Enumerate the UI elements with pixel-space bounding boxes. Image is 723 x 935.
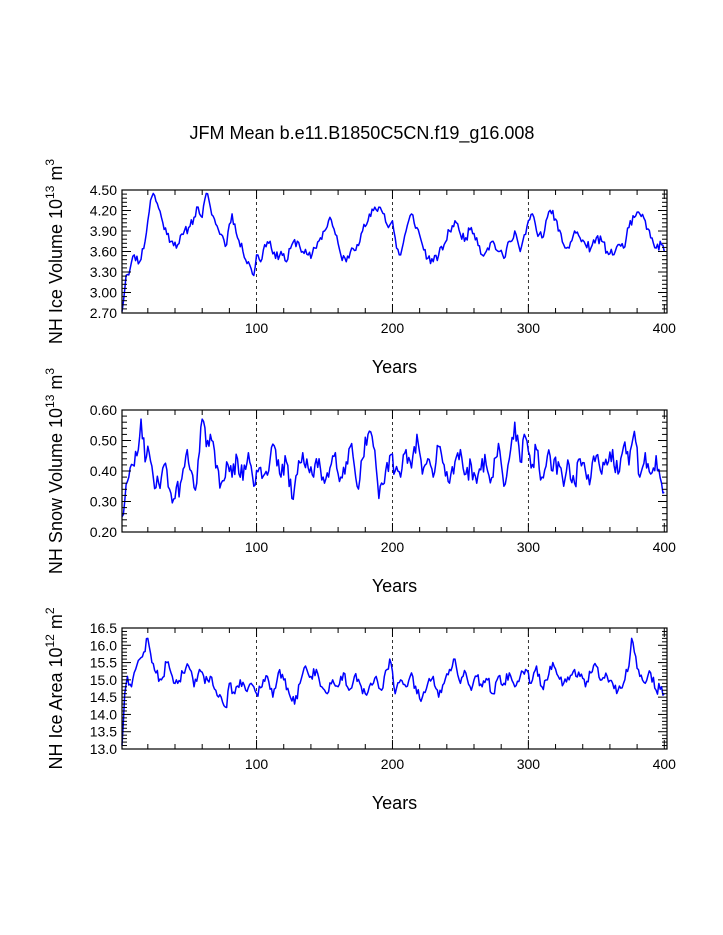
x-tick-label: 200	[381, 756, 405, 772]
x-tick-label: 100	[245, 539, 269, 555]
snow-volume-panel: 100 200 300 400 0.20 0.30 0.40 0.50 0.60 Years NH …	[43, 368, 676, 596]
ice-volume-series-line	[121, 192, 666, 312]
y-tick-label: 3.90	[90, 223, 117, 239]
y-tick-label: 16.0	[90, 637, 117, 653]
x-tick-label: 300	[517, 756, 541, 772]
y-axis-title-ylabel-exp: 12	[43, 634, 57, 648]
x-tick-label: 100	[245, 756, 269, 772]
x-axis-title: Years	[372, 576, 417, 596]
y-tick-label: 3.30	[90, 264, 117, 280]
y-tick-label: 0.50	[90, 433, 117, 449]
y-axis-title-ylabel-unit-exp: 2	[43, 607, 57, 614]
ice-area-panel: 100 200 300 400 13.013.5 14.014.515.015.5 16.0…	[43, 607, 676, 813]
y-axis-title: NH Ice Volume 1013 m3	[43, 159, 66, 344]
x-tick-label: 300	[517, 539, 541, 555]
y-axis-title-ylabel-unit: m	[46, 614, 66, 634]
y-tick-label: 2.70	[90, 305, 117, 321]
y-tick-label: 14.0	[90, 706, 117, 722]
y-tick-label: 13.5	[90, 724, 117, 740]
y-axis-title-ylabel-unit: m	[46, 166, 66, 186]
y-axis-title: NH Snow Volume 1013 m3	[43, 368, 66, 574]
y-axis-title: NH Ice Area 1012 m2	[43, 607, 66, 769]
chart-title: JFM Mean b.e11.B1850C5CN.f19_g16.008	[190, 123, 535, 144]
y-axis-title-ylabel-unit: m	[46, 375, 66, 395]
y-tick-label: 0.30	[90, 494, 117, 510]
x-axis-title: Years	[372, 357, 417, 377]
x-tick-label: 100	[245, 320, 269, 336]
ice-area-series-line	[121, 637, 665, 746]
y-tick-label: 15.0	[90, 672, 117, 688]
y-axis-title-ylabel-unit-exp: 3	[43, 159, 57, 166]
y-tick-label: 13.0	[90, 741, 117, 757]
y-tick-label: 3.00	[90, 285, 117, 301]
y-axis-title-ylabel-unit-exp: 3	[43, 368, 57, 375]
y-tick-label: 4.20	[90, 203, 117, 219]
y-tick-label: 4.50	[90, 182, 117, 198]
y-axis-title-ylabel-main: NH Snow Volume 10	[46, 408, 66, 574]
x-tick-label: 400	[653, 320, 677, 336]
x-tick-label: 400	[653, 756, 677, 772]
x-tick-label: 200	[381, 320, 405, 336]
y-tick-label: 0.40	[90, 463, 117, 479]
plot-frame	[121, 627, 668, 750]
y-axis-title-ylabel-main: NH Ice Area 10	[46, 647, 66, 769]
y-tick-label: 14.5	[90, 689, 117, 705]
y-tick-label: 0.20	[90, 524, 117, 540]
y-tick-label: 16.5	[90, 620, 117, 636]
y-tick-label: 3.60	[90, 244, 117, 260]
x-tick-label: 200	[381, 539, 405, 555]
y-axis-title-ylabel-main: NH Ice Volume 10	[46, 199, 66, 344]
x-tick-label: 300	[517, 320, 541, 336]
x-axis-title: Years	[372, 793, 417, 813]
snow-volume-series-line	[121, 418, 665, 518]
y-axis-title-ylabel-exp: 13	[43, 394, 57, 408]
x-tick-label: 400	[653, 539, 677, 555]
y-axis-title-ylabel-exp: 13	[43, 185, 57, 199]
y-tick-label: 15.5	[90, 655, 117, 671]
y-tick-label: 0.60	[90, 402, 117, 418]
ice-volume-panel: 100 200 300 400 2.70 3.00 3.30 3.60 3.90 4.20 4.50…	[43, 159, 676, 377]
